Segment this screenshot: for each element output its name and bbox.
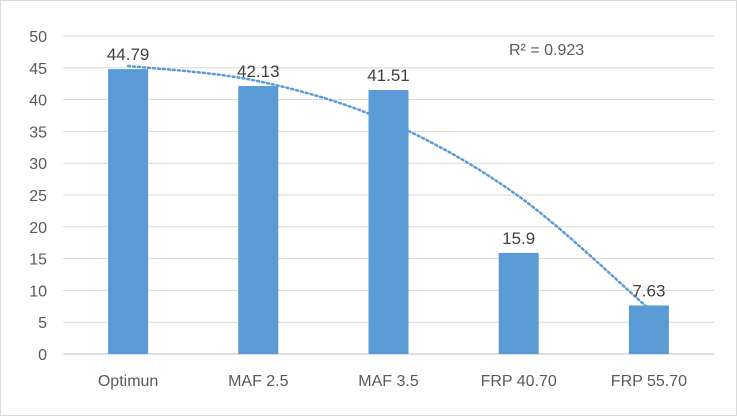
y-tick-label: 25 — [29, 188, 47, 205]
y-tick-label: 5 — [38, 315, 47, 332]
y-tick-label: 10 — [29, 283, 47, 300]
x-tick-label: Optimun — [98, 373, 158, 390]
y-axis-tick-labels: 0 5 10 15 20 25 30 35 40 45 50 — [29, 29, 47, 364]
bar — [368, 89, 409, 354]
y-tick-label: 15 — [29, 252, 47, 269]
trendline — [126, 64, 651, 311]
y-tick-label: 40 — [29, 93, 47, 110]
y-tick-label: 0 — [38, 347, 47, 364]
data-label: 7.63 — [632, 281, 665, 300]
trendline-path — [126, 64, 651, 311]
x-tick-label: MAF 3.5 — [358, 373, 419, 390]
x-tick-label: FRP 55.70 — [611, 373, 687, 390]
x-tick-label: MAF 2.5 — [228, 373, 289, 390]
bar — [108, 69, 149, 355]
data-label: 42.13 — [237, 62, 280, 81]
bar — [238, 86, 279, 355]
data-label: 44.79 — [107, 45, 150, 64]
data-label: 15.9 — [502, 229, 535, 248]
y-tick-label: 45 — [29, 61, 47, 78]
y-tick-label: 20 — [29, 220, 47, 237]
bar — [498, 252, 539, 354]
x-axis-tick-labels: Optimun MAF 2.5 MAF 3.5 FRP 40.70 FRP 55.70 — [98, 373, 687, 390]
r-squared-label: R² = 0.923 — [509, 42, 584, 59]
bars — [108, 69, 669, 355]
x-tick-label: FRP 40.70 — [481, 373, 557, 390]
y-tick-label: 30 — [29, 156, 47, 173]
bar — [628, 305, 669, 354]
data-label: 41.51 — [367, 66, 410, 85]
y-tick-label: 35 — [29, 124, 47, 141]
data-labels: 44.79 42.13 41.51 15.9 7.63 — [107, 45, 666, 300]
y-tick-label: 50 — [29, 29, 47, 46]
